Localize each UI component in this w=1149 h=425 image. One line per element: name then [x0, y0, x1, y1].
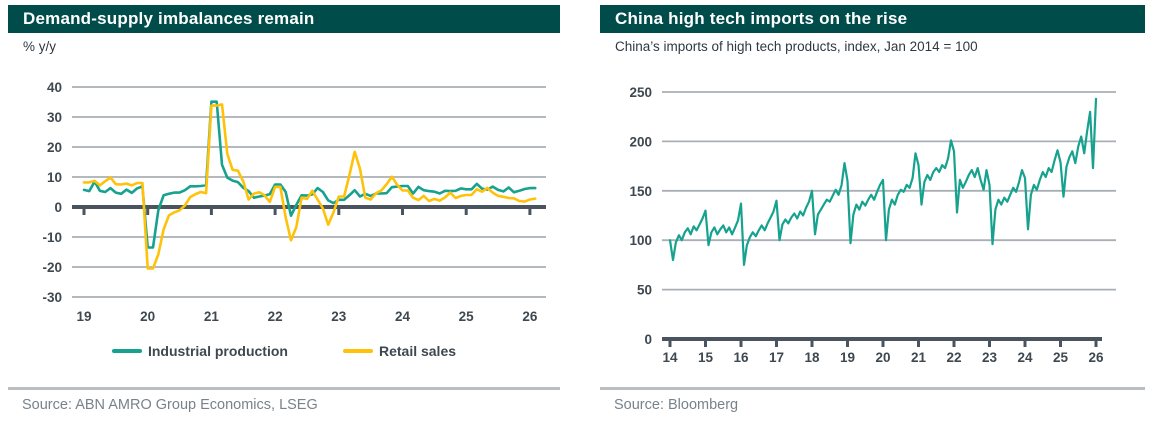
- right-panel-title: China high tech imports on the rise: [615, 9, 908, 28]
- svg-text:24: 24: [395, 309, 411, 324]
- svg-text:20: 20: [47, 140, 62, 155]
- svg-text:250: 250: [629, 85, 652, 100]
- svg-text:18: 18: [804, 350, 820, 365]
- svg-text:26: 26: [1088, 350, 1104, 365]
- left-panel-subtitle: % y/y: [23, 38, 57, 54]
- divider: [8, 387, 560, 390]
- svg-text:20: 20: [140, 309, 155, 324]
- china-imports-panel: China high tech imports on the rise Chin…: [600, 5, 1145, 420]
- legend-label: Retail sales: [378, 343, 457, 359]
- legend-label: Industrial production: [147, 343, 288, 359]
- left-panel-header: Demand-supply imbalances remain: [8, 5, 560, 33]
- svg-text:-20: -20: [42, 260, 62, 275]
- svg-text:-30: -30: [42, 290, 62, 305]
- svg-text:22: 22: [268, 309, 283, 324]
- right-panel-header: China high tech imports on the rise: [600, 5, 1145, 33]
- legend-swatch: [111, 349, 142, 353]
- svg-text:200: 200: [629, 134, 652, 149]
- svg-text:20: 20: [875, 350, 890, 365]
- svg-text:0: 0: [54, 200, 62, 215]
- legend-item: Industrial production: [111, 343, 288, 359]
- svg-text:17: 17: [769, 350, 784, 365]
- svg-text:-10: -10: [42, 230, 62, 245]
- svg-text:0: 0: [644, 332, 652, 347]
- svg-text:24: 24: [1017, 350, 1033, 365]
- left-panel-title: Demand-supply imbalances remain: [23, 9, 315, 28]
- svg-text:23: 23: [982, 350, 998, 365]
- right-panel-subtitle: China’s imports of high tech products, i…: [615, 38, 978, 54]
- svg-text:40: 40: [47, 80, 62, 95]
- svg-text:23: 23: [331, 309, 347, 324]
- svg-text:19: 19: [840, 350, 855, 365]
- svg-text:21: 21: [911, 350, 927, 365]
- svg-text:150: 150: [629, 184, 652, 199]
- svg-text:10: 10: [47, 170, 62, 185]
- demand-supply-chart: 40 30 20 10 0 -10 -20 -30 19 20 21 22 23 24 25 26: [42, 80, 546, 324]
- demand-supply-panel: Demand-supply imbalances remain % y/y 40…: [8, 5, 560, 420]
- svg-text:30: 30: [47, 110, 62, 125]
- svg-text:21: 21: [204, 309, 220, 324]
- left-source-text: Source: ABN AMRO Group Economics, LSEG: [22, 397, 318, 413]
- svg-text:19: 19: [76, 309, 91, 324]
- svg-text:22: 22: [946, 350, 961, 365]
- svg-text:15: 15: [698, 350, 714, 365]
- svg-text:50: 50: [637, 283, 652, 298]
- svg-text:25: 25: [459, 309, 475, 324]
- legend-swatch: [342, 349, 373, 353]
- svg-text:25: 25: [1053, 350, 1069, 365]
- china-imports-chart: 250 200 150 100 50 0 14 15 16 17 18 19 20 21 22 23 24 25 2…: [629, 85, 1116, 365]
- svg-text:100: 100: [629, 233, 652, 248]
- legend: Industrial production Retail sales: [8, 339, 560, 363]
- divider: [600, 387, 1145, 390]
- right-source-text: Source: Bloomberg: [614, 397, 739, 413]
- legend-item: Retail sales: [342, 343, 457, 359]
- svg-text:14: 14: [662, 350, 678, 365]
- svg-text:16: 16: [733, 350, 749, 365]
- svg-text:26: 26: [522, 309, 538, 324]
